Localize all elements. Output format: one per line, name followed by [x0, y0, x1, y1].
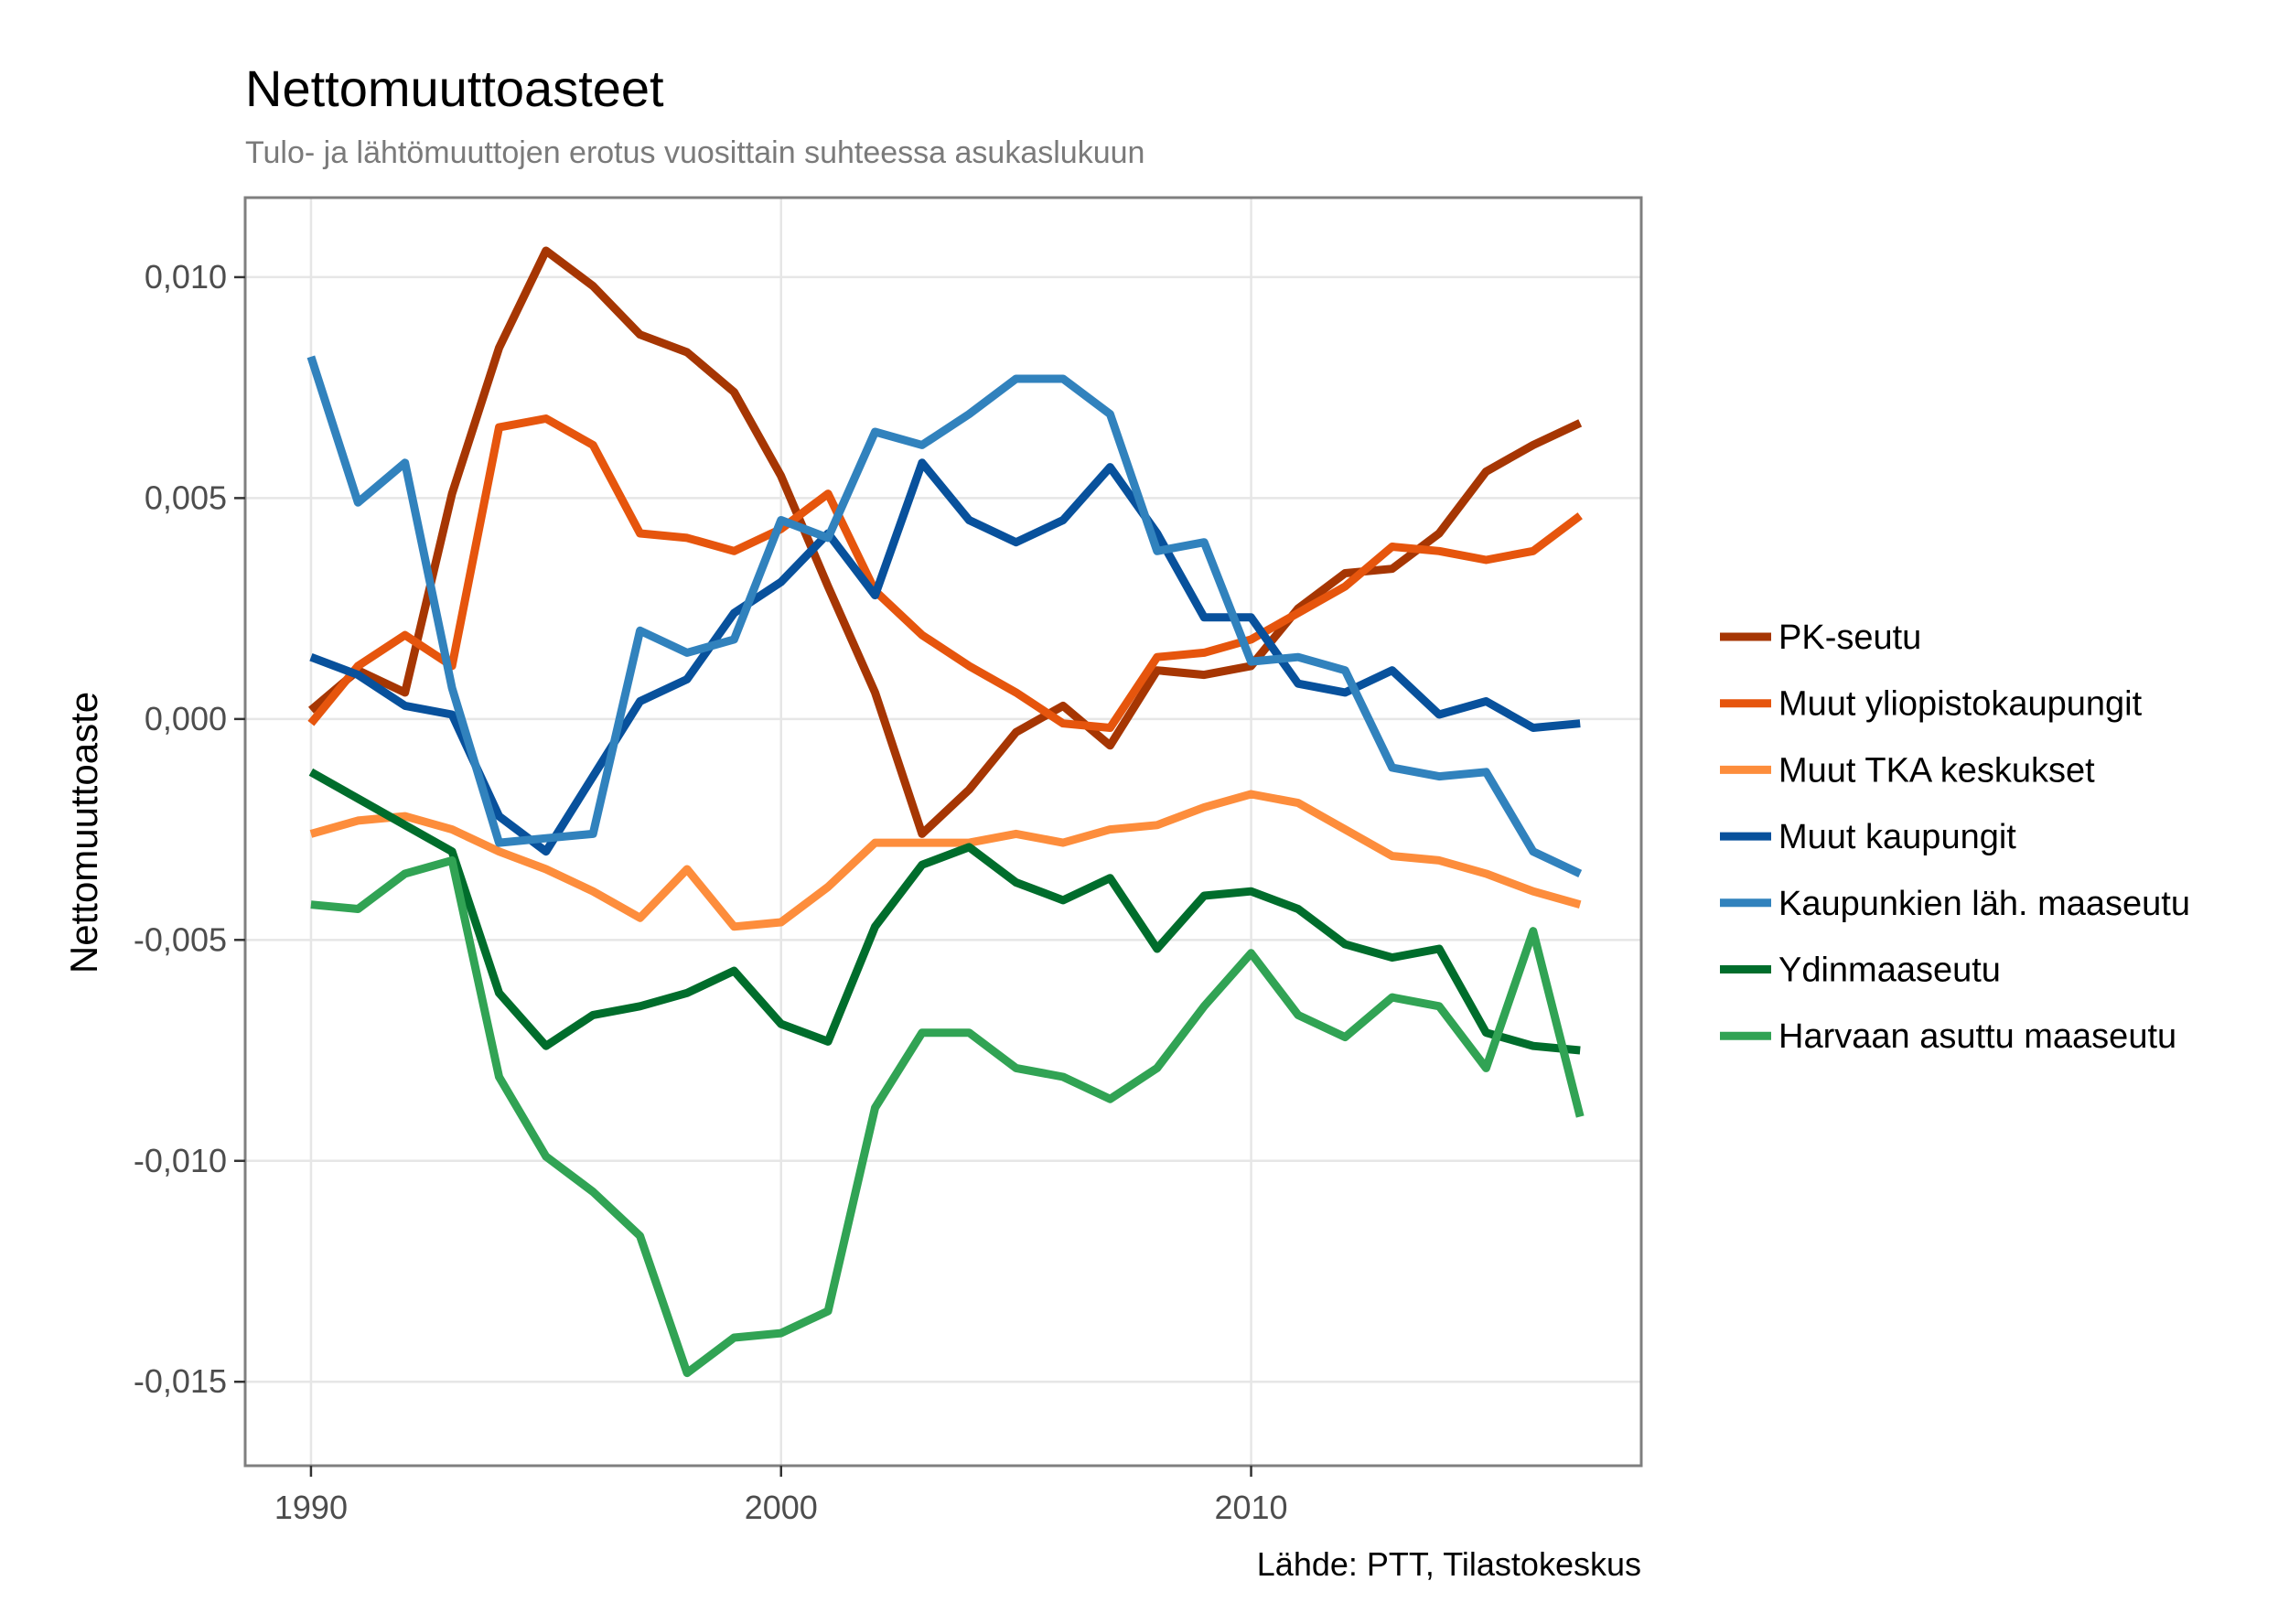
legend-label: Ydinmaaseutu [1778, 952, 2001, 990]
legend-label: Harvaan asuttu maaseutu [1778, 1017, 2176, 1056]
y-tick-label: 0,010 [145, 258, 227, 296]
legend-label: Muut yliopistokaupungit [1778, 685, 2143, 724]
series-line-ydinmaaseutu [308, 768, 1581, 1055]
y-tick-label: 0,000 [145, 700, 227, 737]
series-line-kaupunkien-läh-maaseutu [306, 355, 1583, 877]
plot-area [243, 196, 1643, 1468]
series-line-muut-yliopistokaupungit [307, 414, 1583, 732]
x-axis: 1990 2000 2010 [274, 1466, 1288, 1526]
x-tick-label: 2010 [1214, 1489, 1287, 1526]
series-line-muut-tka-keskukset [309, 790, 1582, 931]
legend-label: PK-seutu [1778, 618, 1921, 657]
chart-title: Nettomuuttoasteet [245, 59, 664, 117]
series-lines [306, 246, 1585, 1378]
y-tick-label: 0,005 [145, 479, 227, 516]
y-tick-label: -0,005 [134, 920, 227, 958]
x-tick-label: 1990 [274, 1489, 348, 1526]
series-line-harvaan-asuttu-maaseutu [310, 855, 1585, 1378]
y-tick-label: -0,010 [134, 1142, 227, 1179]
y-axis-label: Nettomuuttoaste [62, 692, 105, 973]
legend: PK-seutu Muut yliopistokaupungit Muut TKA … [1720, 618, 2190, 1056]
legend-label: Kaupunkien läh. maaseutu [1778, 885, 2190, 923]
y-axis: 0,010 0,005 0,000 -0,005 -0,010 -0,015 [134, 258, 245, 1400]
x-tick-label: 2000 [745, 1489, 818, 1526]
series-line-muut-kaupungit [309, 458, 1581, 856]
legend-label: Muut TKA keskukset [1778, 751, 2095, 790]
source-caption: Lähde: PTT, Tilastokeskus [1257, 1545, 1641, 1583]
legend-label: Muut kaupungit [1778, 818, 2016, 856]
y-tick-label: -0,015 [134, 1362, 227, 1400]
chart-subtitle: Tulo- ja lähtömuuttojen erotus vuosittai… [245, 135, 1144, 170]
plot-border [243, 196, 1643, 1468]
